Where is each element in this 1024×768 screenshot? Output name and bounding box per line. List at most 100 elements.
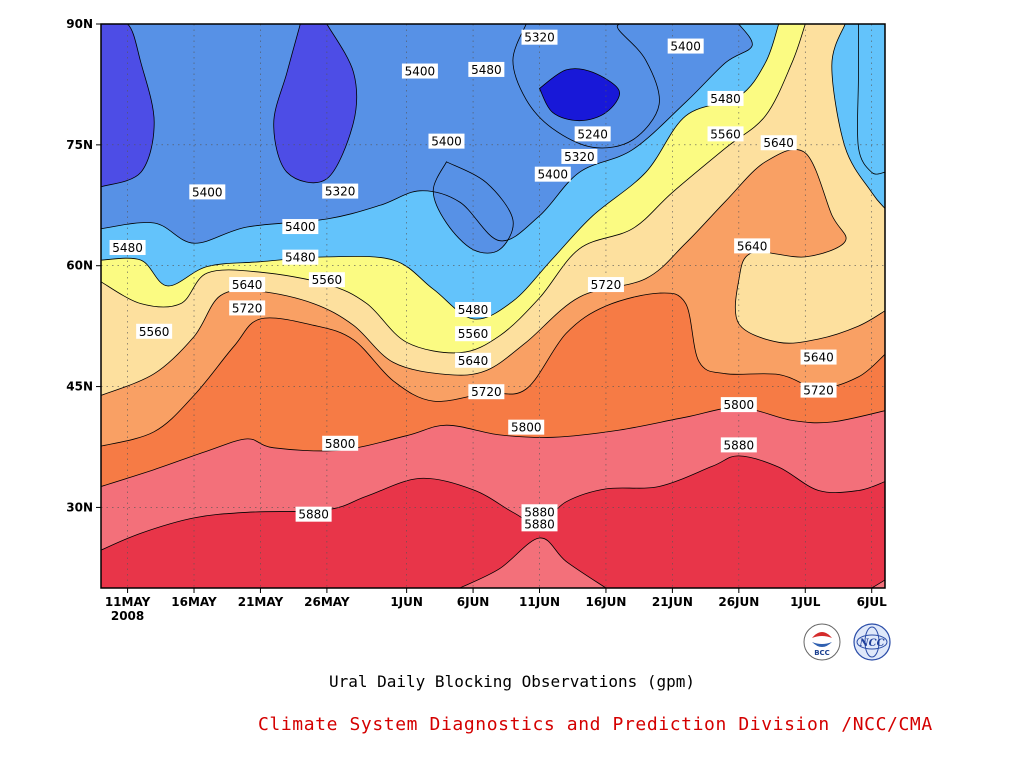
contour-label-text: 5720: [803, 384, 834, 398]
contour-label: 5560: [308, 272, 345, 288]
contour-label-text: 5560: [139, 325, 170, 339]
logo-group: BCC NCC: [800, 622, 896, 662]
contour-label: 5720: [800, 382, 837, 398]
contour-label-text: 5480: [285, 251, 316, 265]
contour-label-bg: [800, 382, 837, 398]
contour-c5800: [101, 407, 885, 487]
contour-label-text: 5480: [471, 63, 502, 77]
contour-label-text: 5640: [763, 136, 794, 150]
contour-label: 5880: [295, 506, 332, 522]
contour-label-text: 5480: [458, 303, 489, 317]
contour-label-text: 5640: [737, 239, 768, 253]
y-tick-label: 45N: [66, 380, 93, 394]
contour-label: 5720: [229, 300, 266, 316]
x-tick-label: 16JUN: [585, 595, 626, 609]
logo-svg: BCC NCC: [803, 623, 891, 661]
contour-label-text: 5320: [325, 185, 356, 199]
contour-label-bg: [455, 352, 492, 368]
contour-label-bg: [667, 38, 704, 54]
contour-label-bg: [534, 166, 571, 182]
fill-above-5880: [101, 455, 885, 588]
ncc-logo: NCC: [853, 623, 891, 661]
contour-label-text: 5560: [710, 127, 741, 141]
contour-label: 5800: [508, 419, 545, 435]
contour-label: 5400: [282, 219, 319, 235]
contour-label: 5320: [561, 148, 598, 164]
bcc-logo: BCC: [803, 623, 841, 661]
contour-label: 5640: [760, 135, 797, 151]
y-tick-label: 30N: [66, 500, 93, 514]
contour-fill-layer: [101, 24, 885, 588]
contour-label: 5480: [707, 90, 744, 106]
contour-label: 5640: [734, 238, 771, 254]
contour-label-bg: [295, 506, 332, 522]
contour-label-bg: [720, 437, 757, 453]
contour-label-text: 5880: [524, 517, 555, 531]
contour-label-text: 5560: [312, 273, 343, 287]
contour-label: 5240: [574, 126, 611, 142]
contour-label-text: 5800: [511, 421, 542, 435]
fill-low-mid: [273, 24, 357, 183]
x-tick-label: 26JUN: [718, 595, 759, 609]
contour-label-text: 5560: [458, 327, 489, 341]
contour-label: 5320: [322, 183, 359, 199]
contour-c5640: [101, 149, 885, 396]
contour-label-bg: [760, 135, 797, 151]
contour-label: 5480: [109, 239, 146, 255]
contour-label-text: 5480: [710, 92, 741, 106]
contour-label-bg: [189, 184, 226, 200]
contour-label: 5880: [521, 504, 558, 520]
contour-label-bg: [707, 90, 744, 106]
contour-label: 5400: [667, 38, 704, 54]
axis-layer: 11MAY 16MAY 21MAY 26MAY 1JUN 6JUN 11JUN 16JUN 21…: [66, 17, 887, 623]
contour-c5240: [538, 68, 620, 122]
contour-label: 5800: [322, 435, 359, 451]
contour-c5560: [101, 24, 806, 354]
contour-label-bg: [521, 504, 558, 520]
fill-low-left: [101, 24, 155, 187]
x-tick-label: 26MAY: [304, 595, 350, 609]
contour-label-bg: [109, 239, 146, 255]
contour-label: 5400: [401, 63, 438, 79]
contour-label-bg: [800, 349, 837, 365]
contour-label-bg: [455, 302, 492, 318]
y-tick-label: 90N: [66, 17, 93, 31]
contour-label: 5400: [428, 133, 465, 149]
contour-label-bg: [308, 272, 345, 288]
contour-label-bg: [720, 397, 757, 413]
contour-label-text: 5640: [232, 278, 263, 292]
contour-c5400_main: [101, 24, 753, 244]
contour-label: 5400: [189, 184, 226, 200]
contour-c5480_tr: [857, 24, 885, 175]
contour-label-bg: [707, 126, 744, 142]
contour-c5320_left: [101, 24, 155, 188]
contour-label-text: 5400: [405, 65, 436, 79]
contour-label-bg: [587, 277, 624, 293]
contour-label-bg: [229, 300, 266, 316]
contour-c5320_mid: [273, 24, 358, 184]
contour-label-text: 5880: [724, 438, 755, 452]
x-tick-label: 6JUN: [457, 595, 490, 609]
credit-line: Climate System Diagnostics and Predictio…: [258, 714, 933, 735]
contour-c5480: [101, 24, 780, 320]
contour-label: 5800: [720, 397, 757, 413]
contour-label-bg: [401, 63, 438, 79]
contour-label-text: 5400: [431, 135, 462, 149]
contour-label-text: 5720: [471, 385, 502, 399]
fill-5240: [539, 68, 620, 121]
contour-label-layer: 5320 5400 5480 5400 5480 5240 5560 5400 5640 5320…: [109, 29, 837, 532]
contour-label-bg: [136, 323, 173, 339]
x-tick-label: 21MAY: [238, 595, 284, 609]
contour-label-bg: [322, 183, 359, 199]
contour-label-bg: [322, 435, 359, 451]
x-tick-label: 1JUN: [390, 595, 423, 609]
contour-label-bg: [521, 516, 558, 532]
contour-label: 5640: [229, 277, 266, 293]
contour-label-text: 5320: [524, 31, 555, 45]
contour-label: 5480: [282, 249, 319, 265]
contour-label-bg: [508, 419, 545, 435]
contour-label: 5560: [707, 126, 744, 142]
contour-c5880_bottom: [459, 537, 607, 588]
contour-c5560_tr: [831, 24, 885, 209]
